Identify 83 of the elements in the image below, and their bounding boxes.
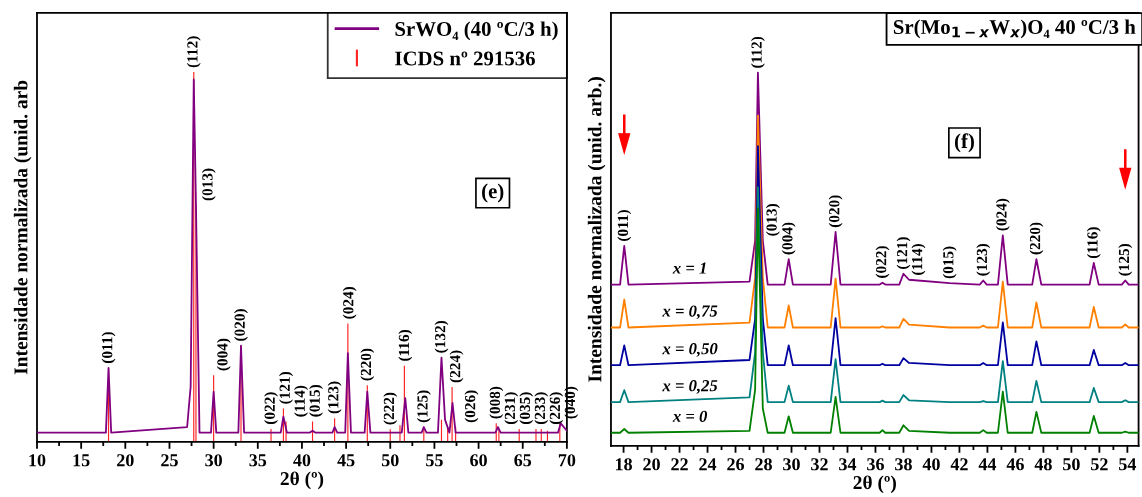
annotation: (022) (264, 392, 278, 425)
x-tick-label: 70 (558, 454, 576, 467)
annotation: (231) (504, 392, 519, 425)
x-tick-label: 30 (783, 458, 800, 471)
series-label: x = 1 (672, 262, 706, 274)
annotation: (015) (942, 246, 957, 279)
annotation: (125) (1118, 243, 1133, 276)
annotation: (114) (911, 244, 926, 275)
annotation: (123) (327, 381, 342, 414)
annotation: (015) (309, 384, 323, 417)
series-label: x = 0,25 (662, 380, 718, 394)
x-tick-label: 48 (1034, 458, 1052, 471)
x-tick-label: 50 (1063, 458, 1080, 471)
annotation: (220) (1029, 222, 1044, 255)
annotation: (026) (464, 390, 479, 423)
x-tick-label: 26 (727, 458, 745, 471)
annotation: (121) (896, 237, 911, 269)
x-tick-label: 20 (643, 458, 660, 471)
annotation: (121) (279, 371, 293, 404)
annotation: (e) (482, 183, 504, 203)
annotation: (020) (828, 195, 843, 228)
annotation: (125) (416, 390, 431, 423)
x-tick-label: 32 (811, 458, 828, 471)
x-axis-title: 2θ (º) (280, 471, 324, 490)
annotation: (220) (360, 348, 375, 381)
annotation: (020) (234, 309, 248, 341)
annotation: (011) (101, 332, 116, 364)
x-tick-label: 46 (1006, 458, 1024, 471)
x-tick-label: 50 (381, 454, 399, 467)
x-tick-label: 55 (426, 454, 443, 467)
y-axis-title: Intensidade normalizada (unid. arb.) (587, 77, 606, 382)
x-tick-label: 18 (615, 458, 632, 471)
annotation: (004) (781, 222, 796, 255)
annotation: (004) (216, 338, 231, 371)
annotation: (013) (201, 168, 216, 201)
x-tick-label: 52 (1091, 458, 1108, 471)
annotation: (112) (186, 36, 201, 68)
annotation: (008) (489, 386, 504, 419)
annotation: (114) (294, 385, 308, 417)
annotation: (222) (383, 392, 398, 425)
legend-label: ICDS nº 291536 (395, 51, 535, 66)
annotation: (024) (342, 286, 357, 319)
annotation: (132) (434, 320, 449, 353)
annotation: (233) (534, 392, 549, 425)
annotation: (013) (765, 203, 780, 236)
annotation: (116) (398, 329, 413, 361)
annotation: (112) (750, 36, 765, 68)
x-tick-label: 40 (293, 454, 311, 467)
x-tick-label: 38 (895, 458, 912, 471)
annotation: (024) (995, 198, 1010, 231)
x-tick-label: 35 (249, 454, 267, 467)
annotation: (022) (875, 246, 890, 278)
x-axis-title: 2θ (º) (853, 475, 896, 494)
x-tick-label: 65 (514, 454, 532, 467)
x-tick-label: 15 (73, 454, 90, 467)
x-tick-label: 22 (671, 458, 688, 471)
series-label: x = 0,75 (662, 305, 718, 320)
series-label: x = 0 (672, 410, 708, 422)
x-tick-label: 36 (867, 458, 884, 471)
x-tick-label: 42 (950, 458, 968, 471)
annotation: (011) (617, 210, 632, 241)
chart-title: Sr(Mo$_{1−x}$W$_{x}$)O₄ 40 ºC/3 h (893, 19, 1136, 39)
x-tick-label: 10 (29, 454, 46, 467)
x-tick-label: 40 (922, 458, 940, 471)
y-axis-title: Intensidade normalizada (unid. arb (13, 80, 32, 375)
x-tick-label: 45 (337, 454, 355, 467)
annotation: (123) (976, 243, 991, 276)
series-label: x = 0,50 (662, 343, 718, 357)
x-tick-label: 44 (978, 458, 997, 471)
annotation: (116) (1086, 227, 1101, 259)
x-tick-label: 54 (1119, 458, 1137, 471)
annotation: (f) (954, 133, 974, 153)
annotation: (224) (449, 350, 464, 383)
x-tick-label: 20 (117, 454, 134, 467)
annotation: (226) (549, 392, 564, 425)
annotation: (035) (519, 392, 534, 425)
legend-label: SrWO₄ (40 ºC/3 h) (395, 21, 558, 41)
x-tick-label: 24 (699, 458, 717, 471)
x-tick-label: 30 (205, 454, 222, 467)
x-tick-label: 34 (839, 458, 857, 471)
x-tick-label: 28 (755, 458, 772, 471)
x-tick-label: 25 (161, 454, 178, 467)
x-tick-label: 60 (470, 454, 487, 467)
